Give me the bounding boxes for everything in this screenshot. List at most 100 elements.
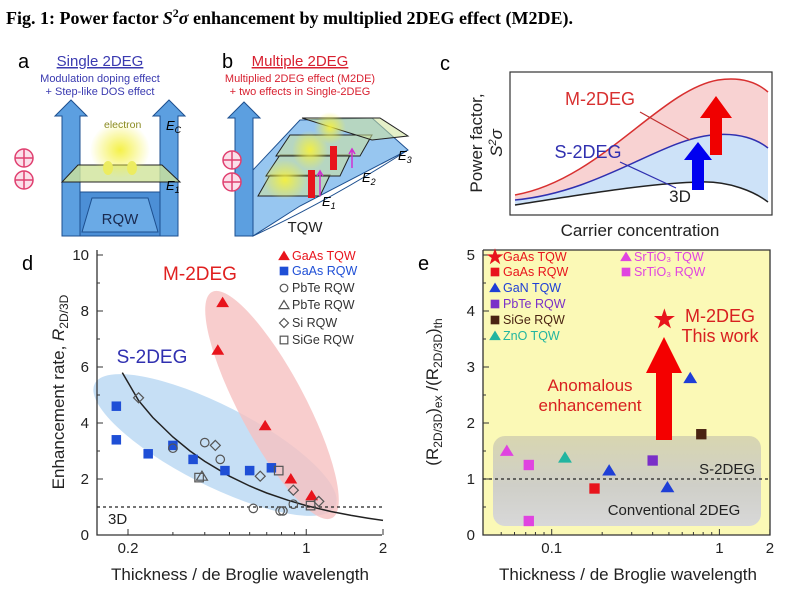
- red-arrow-icon: [308, 170, 315, 198]
- y-tick-label: 8: [81, 303, 89, 320]
- panel-b-label: b: [222, 51, 233, 73]
- electron-icon: [103, 161, 113, 175]
- m2deg-label: M-2DEG: [565, 89, 635, 109]
- data-point-pbte-rqw: [199, 437, 210, 448]
- legend-label: SiGe RQW: [292, 333, 354, 347]
- data-point-gaas-rqw: [220, 465, 230, 476]
- data-point-si-rqw: [254, 470, 267, 483]
- legend-label: GaAs TQW: [503, 250, 567, 264]
- data-point-gan-tqw: [683, 371, 698, 384]
- m2deg-region: [205, 290, 339, 520]
- tqw-label: TQW: [288, 219, 324, 236]
- data-point-gaas-tqw: [653, 308, 675, 329]
- panel-c-label: c: [440, 53, 450, 75]
- s2deg-annotation: S-2DEG: [117, 347, 188, 368]
- y-tick-label: 10: [72, 247, 89, 264]
- data-point-gaas-rqw: [111, 401, 122, 411]
- data-point-gan-tqw: [602, 464, 617, 476]
- legend-marker: [279, 283, 289, 293]
- panel-a: a Single 2DEG Modulation doping effect +…: [14, 51, 187, 237]
- 3d-curve: [514, 181, 769, 206]
- data-point-pbte-rqw: [248, 503, 259, 514]
- legend-label: GaN TQW: [503, 281, 561, 295]
- electron-cloud-icon: [292, 130, 328, 170]
- panel-c-ylabel-symbol: S2σ: [487, 128, 506, 156]
- y-tick-label: 4: [81, 415, 89, 432]
- legend-label: ZnO TQW: [503, 329, 560, 343]
- legend-label: PbTe RQW: [503, 297, 566, 311]
- data-point-gaas-rqw: [168, 440, 178, 451]
- data-point-sige-rqw: [194, 472, 204, 483]
- panel-a-heading: Single 2DEG: [57, 53, 144, 70]
- x-tick-label: 1: [302, 540, 310, 557]
- conventional-2deg-annotation: Conventional 2DEG: [608, 502, 741, 519]
- data-point-gaas-rqw: [111, 435, 122, 445]
- legend-label: Si RQW: [292, 316, 337, 330]
- ec-label: EC: [166, 118, 182, 135]
- y-tick-label: 0: [467, 527, 475, 544]
- legend-marker: [490, 267, 500, 277]
- 3d-annotation: 3D: [108, 511, 127, 528]
- data-point-gaas-rqw: [244, 465, 255, 476]
- legend-marker: [620, 251, 632, 262]
- x-tick-label: 1: [715, 540, 723, 557]
- anomalous-enhancement-arrow: [646, 337, 682, 440]
- legend-label: SrTiO₃ TQW: [634, 250, 704, 264]
- data-point-si-rqw: [287, 484, 300, 497]
- panel-a-label: a: [18, 51, 30, 73]
- data-point-pbte-rqw: [288, 499, 299, 510]
- y-tick-label: 2: [81, 471, 89, 488]
- s2deg-pointer: [619, 161, 677, 189]
- conventional-2deg-band: [493, 436, 761, 526]
- s2deg-curve: [514, 133, 769, 201]
- legend-marker: [490, 315, 500, 325]
- red-arrow-icon: [700, 96, 732, 155]
- panel-b: b Multiple 2DEG Multiplied 2DEG effect (…: [222, 51, 412, 237]
- x-tick-label: 2: [766, 540, 774, 557]
- m2deg-annotation: M-2DEG: [163, 264, 237, 285]
- rqw-well-diagram: [53, 99, 187, 237]
- data-point-gaas-tqw: [258, 419, 272, 431]
- e2-label: E2: [362, 170, 376, 187]
- legend-marker: [279, 335, 289, 345]
- legend-label: SiGe RQW: [503, 313, 565, 327]
- data-point-si-rqw: [209, 439, 222, 452]
- legend-marker: [279, 266, 289, 276]
- data-point-gaas-tqw: [284, 473, 298, 484]
- legend-marker: [489, 282, 501, 293]
- electron-label: electron: [104, 119, 142, 131]
- panel-c: c M-2DEG S-2DEG 3D Carrier concentration…: [440, 53, 773, 240]
- data-point-srtio-rqw: [523, 459, 534, 471]
- title-symbol-sigma: σ: [179, 8, 190, 28]
- electron-cloud-icon: [314, 112, 346, 144]
- blue-arrow-icon: [684, 142, 712, 190]
- m2deg-annotation: M-2DEG: [685, 306, 755, 326]
- legend-marker: [278, 317, 290, 329]
- y-tick-label: 6: [81, 359, 89, 376]
- data-point-zno-tqw: [558, 451, 572, 463]
- data-point-si-rqw: [312, 495, 325, 508]
- figure-title: Fig. 1: Power factor S2σ enhancement by …: [6, 6, 573, 29]
- e3-label: E3: [398, 148, 412, 165]
- data-point-srtio-tqw: [499, 444, 514, 456]
- y-tick-label: 3: [467, 359, 475, 376]
- plus-circle-icon: [222, 150, 242, 192]
- data-point-pbte-rqw: [275, 506, 285, 516]
- x-tick-label: 0.1: [541, 540, 562, 557]
- data-point-gaas-tqw: [211, 344, 225, 355]
- electron-icon: [127, 161, 137, 175]
- panel-c-ylabel: Power factor,: [467, 93, 486, 192]
- legend-marker: [278, 250, 290, 261]
- electron-cloud-icon: [263, 160, 307, 200]
- data-point-gaas-rqw: [143, 449, 153, 459]
- this-work-annotation: This work: [681, 326, 759, 346]
- panel-a-line2: + Step-like DOS effect: [46, 86, 155, 98]
- panel-e-ylabel: (R2D/3D)ex /(R2D/3D)th: [423, 318, 445, 465]
- title-text-end: enhancement by multiplied 2DEG effect (M…: [189, 8, 573, 29]
- panel-b-line1: Multiplied 2DEG effect (M2DE): [225, 73, 375, 85]
- magenta-arrow-icon: [316, 147, 356, 196]
- panel-e-label: e: [418, 253, 429, 275]
